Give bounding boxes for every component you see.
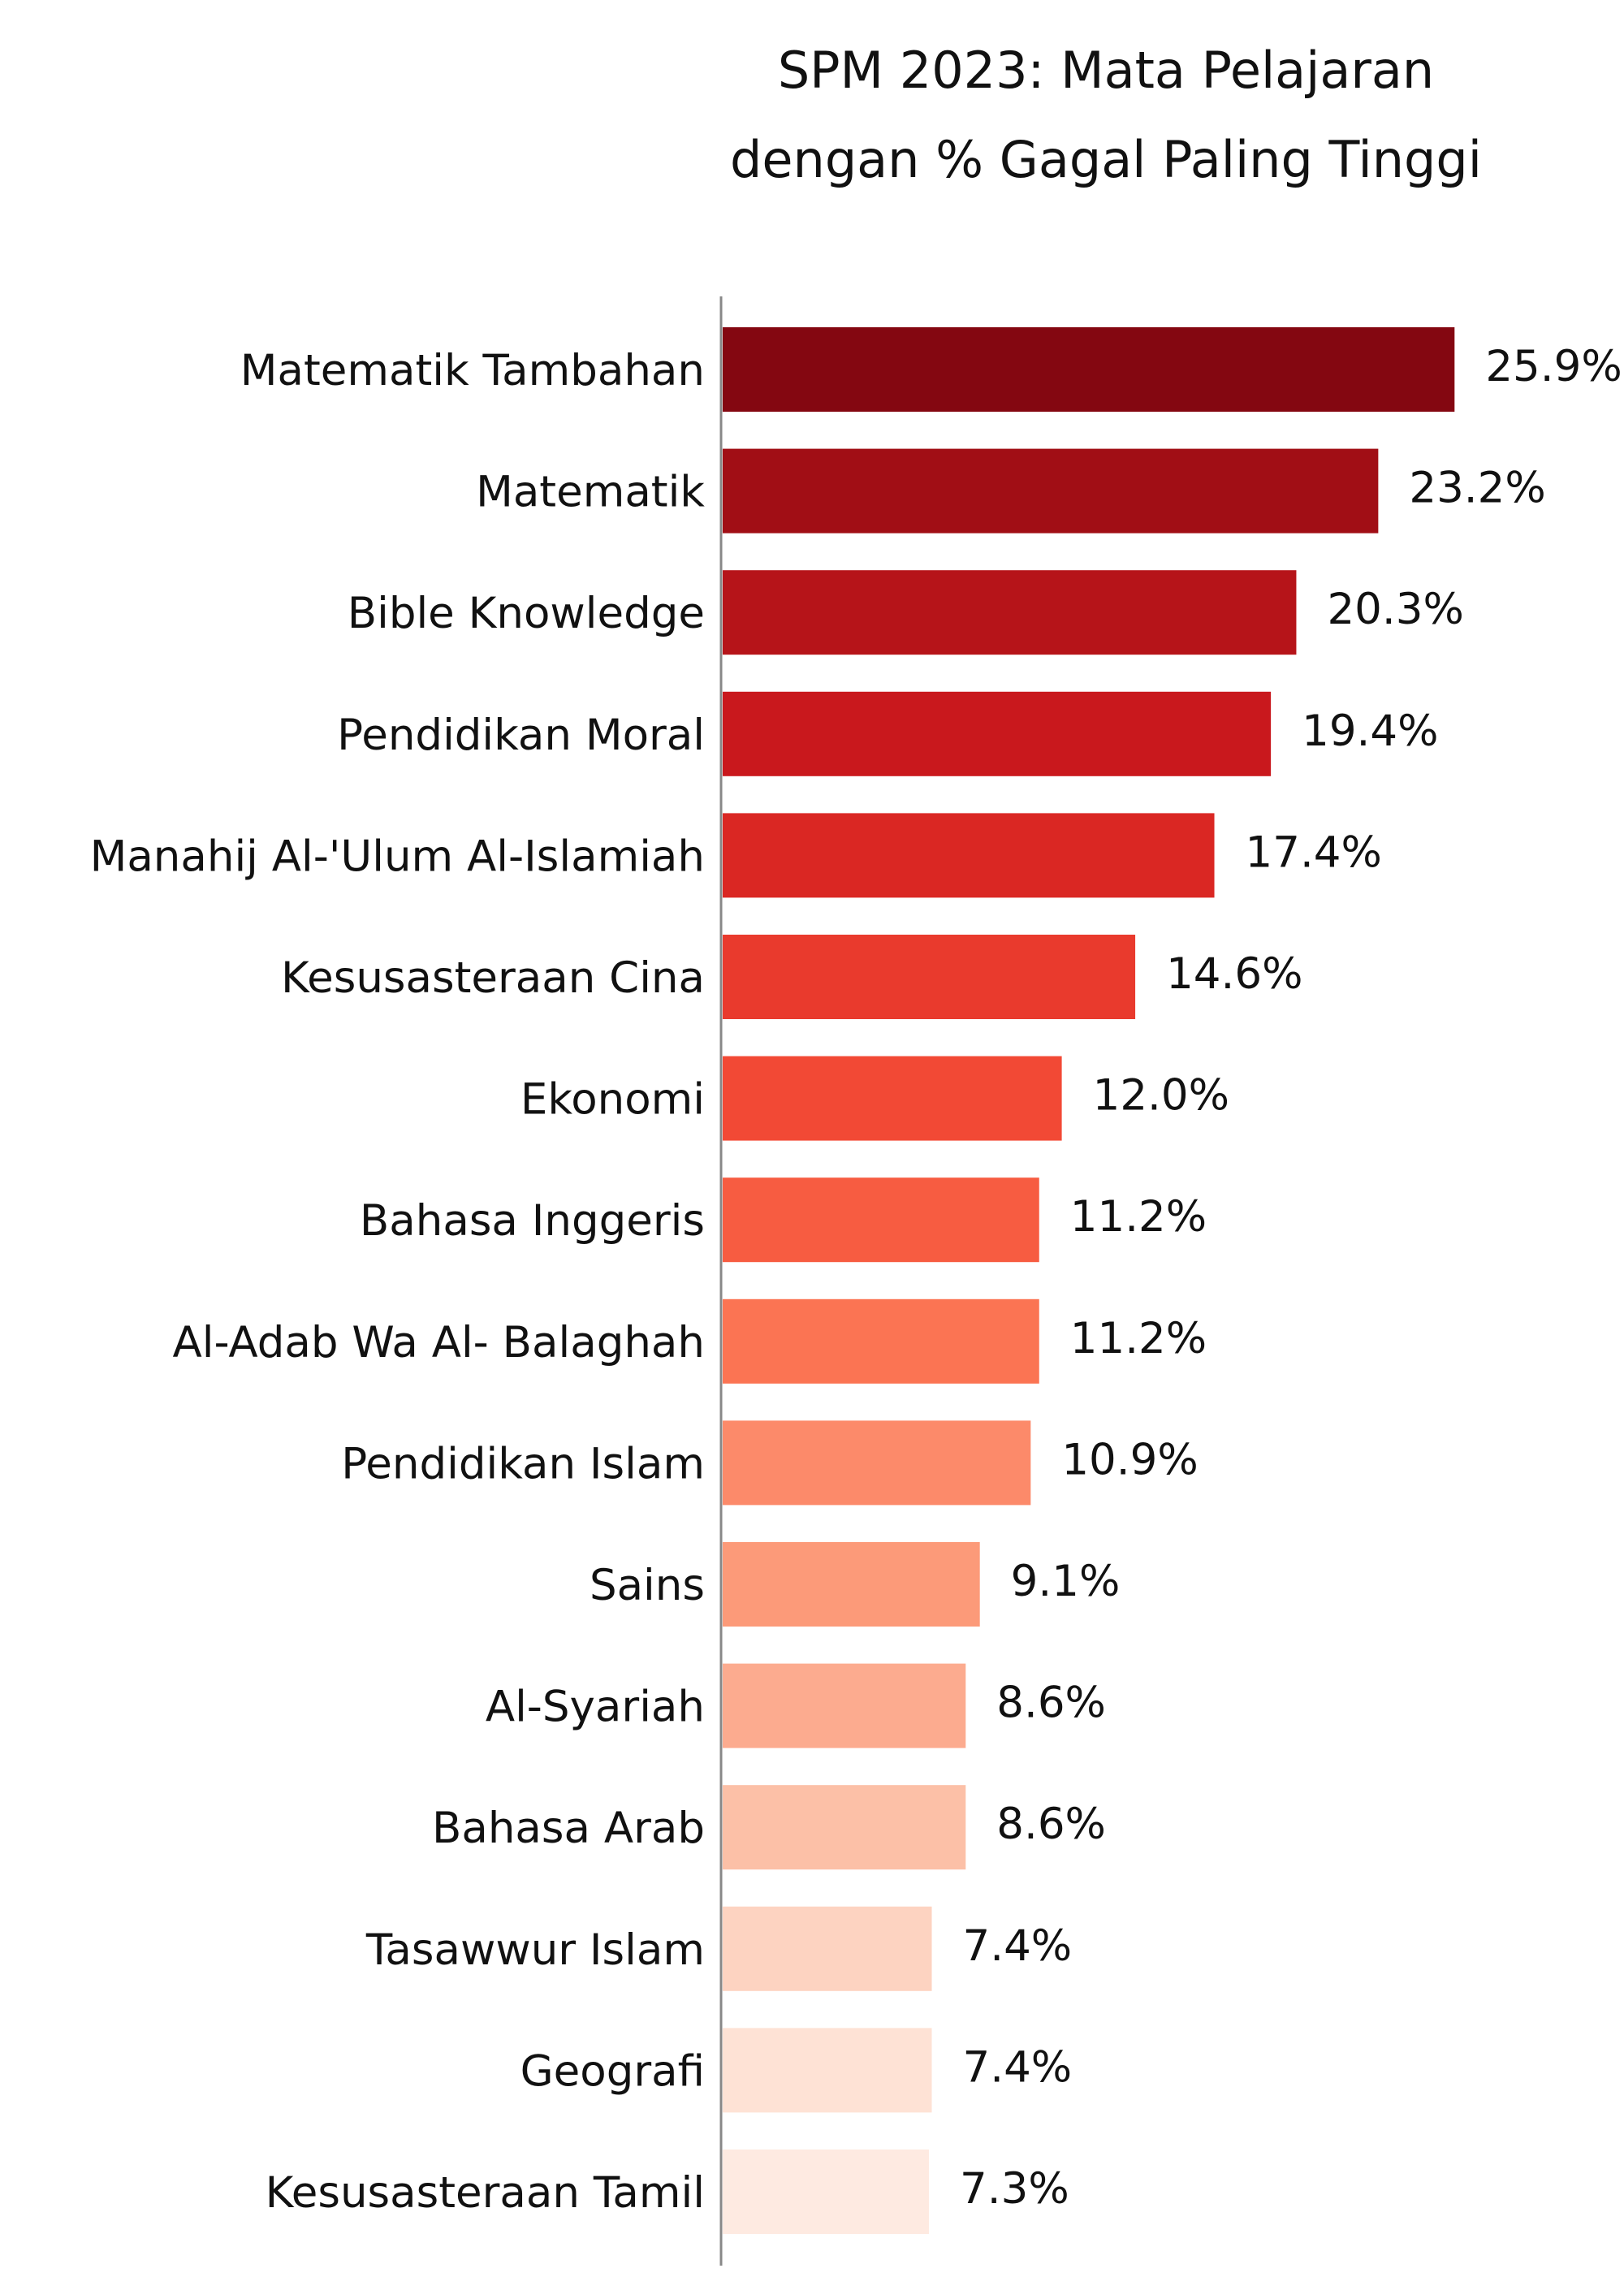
category-label: Pendidikan Moral <box>337 711 705 760</box>
category-label: Pendidikan Islam <box>341 1439 705 1488</box>
category-label: Sains <box>590 1561 705 1610</box>
value-label: 20.3% <box>1327 585 1463 634</box>
bar <box>723 1056 1062 1141</box>
category-label: Bahasa Arab <box>432 1804 705 1853</box>
bar <box>723 1420 1031 1506</box>
bar <box>723 448 1379 534</box>
bar <box>723 1785 966 1870</box>
value-label: 8.6% <box>996 1679 1106 1728</box>
bar <box>723 327 1455 412</box>
value-label: 17.4% <box>1246 827 1382 877</box>
category-label: Geografi <box>520 2046 705 2096</box>
bar <box>723 1177 1039 1263</box>
value-label: 14.6% <box>1166 949 1302 999</box>
bar <box>723 1298 1039 1384</box>
category-label: Matematik <box>476 468 705 517</box>
category-label: Tasawwur Islam <box>365 1925 705 1975</box>
bar <box>723 2150 930 2234</box>
value-label: 12.0% <box>1093 1071 1229 1121</box>
bar <box>723 813 1215 898</box>
category-label: Bible Knowledge <box>348 589 705 638</box>
value-label: 9.1% <box>1011 1557 1121 1606</box>
category-label: Kesusasteraan Cina <box>281 953 705 1003</box>
bar <box>723 570 1297 655</box>
value-label: 25.9% <box>1485 342 1622 391</box>
bar <box>723 1542 980 1627</box>
category-label: Ekonomi <box>520 1075 705 1125</box>
value-label: 7.4% <box>963 2042 1073 2092</box>
bar <box>723 2028 932 2113</box>
category-label: Al-Syariah <box>486 1683 705 1732</box>
bar <box>723 1663 966 1748</box>
value-label: 11.2% <box>1070 1314 1207 1363</box>
bar <box>723 691 1272 776</box>
value-label: 8.6% <box>996 1800 1106 1849</box>
value-label: 7.3% <box>960 2164 1069 2214</box>
value-labels: 25.9% 23.2% 20.3% 19.4% 17.4% 14.6% 12.0% 11.2%… <box>960 342 1622 2214</box>
value-label: 10.9% <box>1061 1435 1198 1484</box>
category-label: Manahij Al-'Ulum Al-Islamiah <box>90 832 705 881</box>
bars <box>723 327 1455 2234</box>
value-label: 11.2% <box>1070 1192 1207 1242</box>
value-label: 19.4% <box>1302 706 1438 756</box>
chart-title-line: dengan % Gagal Paling Tinggi <box>730 130 1482 189</box>
bar <box>723 935 1136 1019</box>
category-label: Al-Adab Wa Al- Balaghah <box>172 1318 705 1367</box>
category-label: Kesusasteraan Tamil <box>266 2168 705 2218</box>
value-label: 23.2% <box>1409 464 1545 513</box>
category-labels: Matematik Tambahan Matematik Bible Knowled… <box>90 346 706 2218</box>
chart-title-line: SPM 2023: Mata Pelajaran <box>778 41 1434 100</box>
bar <box>723 1906 932 1991</box>
chart-title: SPM 2023: Mata Pelajaran dengan % Gagal P… <box>730 41 1482 189</box>
category-label: Matematik Tambahan <box>240 346 705 395</box>
value-label: 7.4% <box>963 1921 1073 1971</box>
category-label: Bahasa Inggeris <box>360 1196 705 1246</box>
